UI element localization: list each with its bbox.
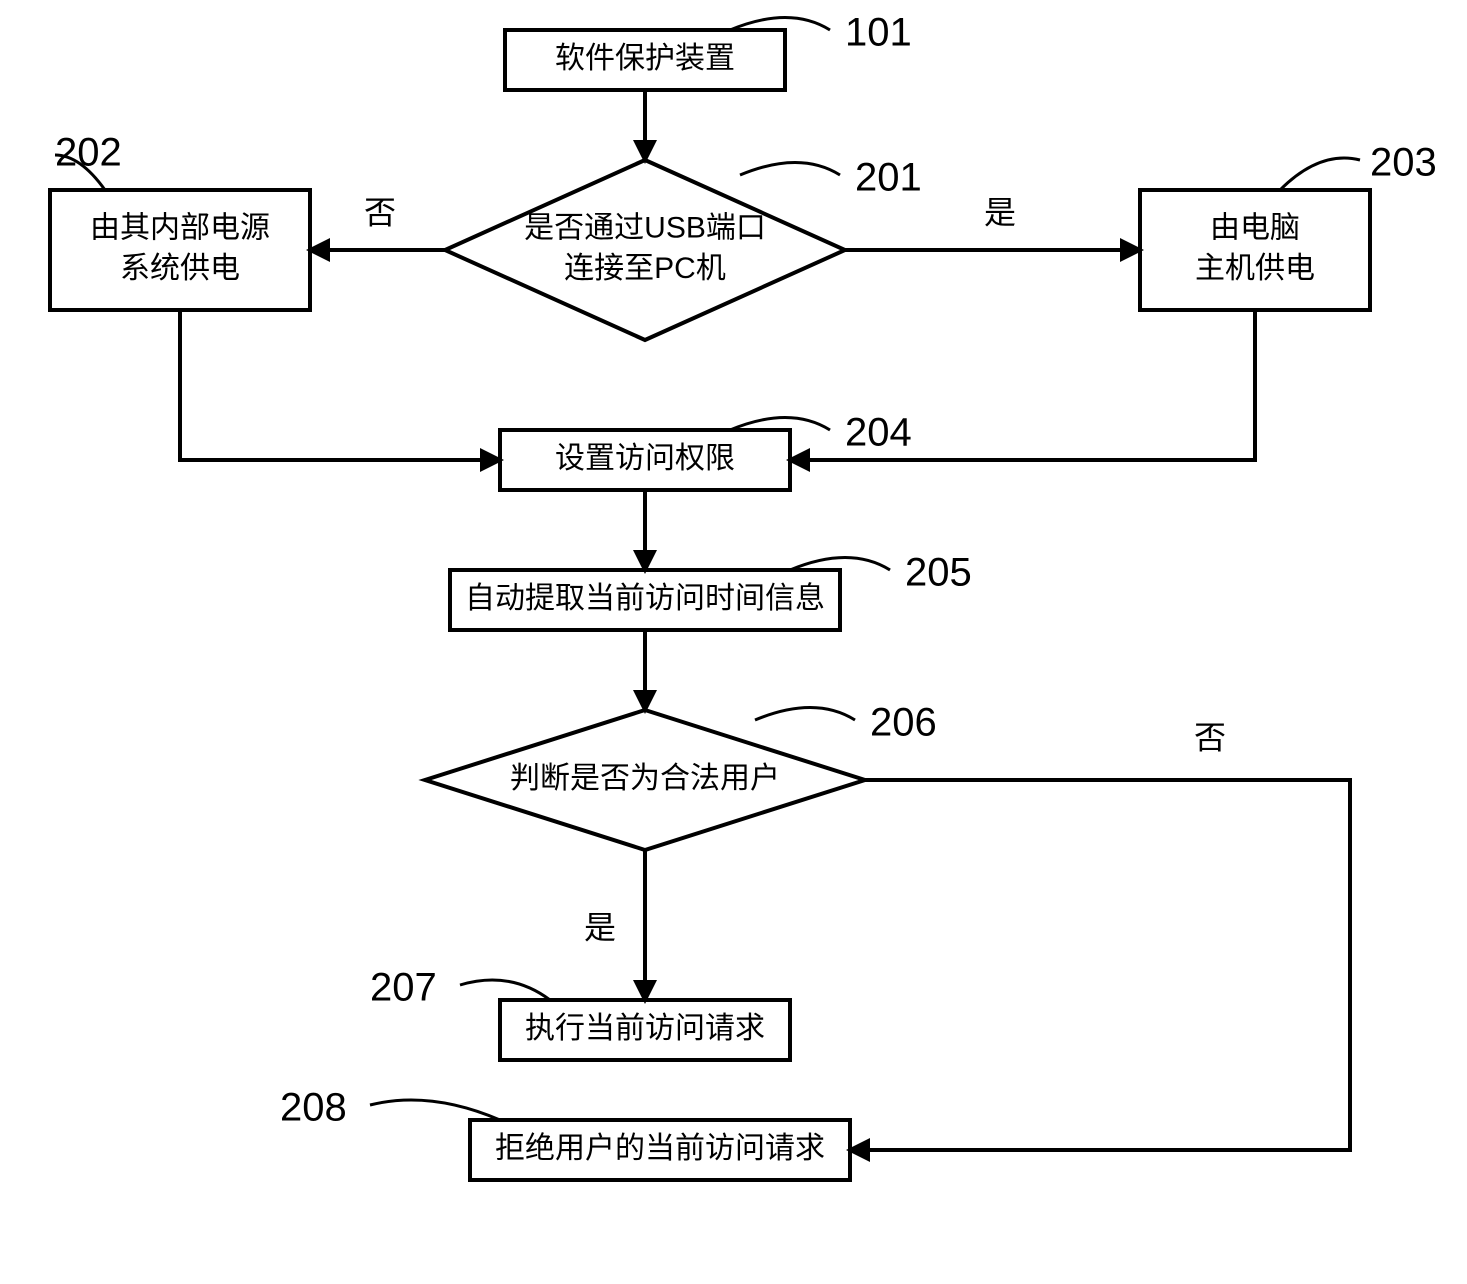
node-text: 主机供电 bbox=[1195, 252, 1315, 285]
flow-decision-n201 bbox=[445, 160, 845, 340]
flow-node-n203 bbox=[1140, 190, 1370, 310]
node-text: 系统供电 bbox=[120, 252, 240, 285]
flow-node-n202 bbox=[50, 190, 310, 310]
callout-leader-201 bbox=[740, 163, 840, 176]
edge-label-7: 是 bbox=[584, 909, 616, 945]
edge-label-8: 否 bbox=[1194, 719, 1226, 755]
node-text: 执行当前访问请求 bbox=[525, 1012, 765, 1045]
node-text: 判断是否为合法用户 bbox=[510, 762, 780, 795]
callout-number-201: 201 bbox=[855, 156, 922, 200]
callout-number-101: 101 bbox=[845, 11, 912, 55]
node-text: 设置访问权限 bbox=[555, 442, 735, 475]
callout-leader-203 bbox=[1280, 158, 1360, 190]
callout-number-207: 207 bbox=[370, 966, 437, 1010]
edge-label-1: 否 bbox=[364, 194, 396, 230]
callout-number-206: 206 bbox=[870, 701, 937, 745]
edge-label-2: 是 bbox=[984, 194, 1016, 230]
callout-leader-206 bbox=[755, 708, 855, 721]
node-text: 连接至PC机 bbox=[564, 252, 726, 285]
callout-number-204: 204 bbox=[845, 411, 912, 455]
callout-leader-208 bbox=[370, 1100, 500, 1120]
flow-edge-3 bbox=[180, 310, 500, 460]
flowchart: 软件保护装置是否通过USB端口连接至PC机 由其内部电源系统供电 由电脑主机供电设置… bbox=[0, 0, 1467, 1284]
node-text: 是否通过USB端口 bbox=[524, 212, 766, 245]
node-text: 软件保护装置 bbox=[555, 42, 735, 75]
callout-number-203: 203 bbox=[1370, 141, 1437, 185]
callout-number-205: 205 bbox=[905, 551, 972, 595]
callout-number-208: 208 bbox=[280, 1086, 347, 1130]
callout-leader-207 bbox=[460, 980, 550, 1000]
callout-number-202: 202 bbox=[55, 131, 122, 175]
flow-edge-8 bbox=[850, 780, 1350, 1150]
node-text: 自动提取当前访问时间信息 bbox=[465, 582, 825, 615]
node-text: 拒绝用户的当前访问请求 bbox=[495, 1132, 825, 1165]
node-text: 由其内部电源 bbox=[90, 212, 270, 245]
node-text: 由电脑 bbox=[1210, 212, 1300, 245]
